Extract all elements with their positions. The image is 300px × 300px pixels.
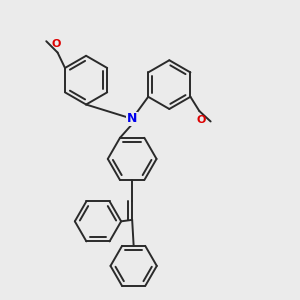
Text: O: O xyxy=(51,39,61,49)
Text: O: O xyxy=(196,115,206,125)
Text: N: N xyxy=(127,112,137,125)
